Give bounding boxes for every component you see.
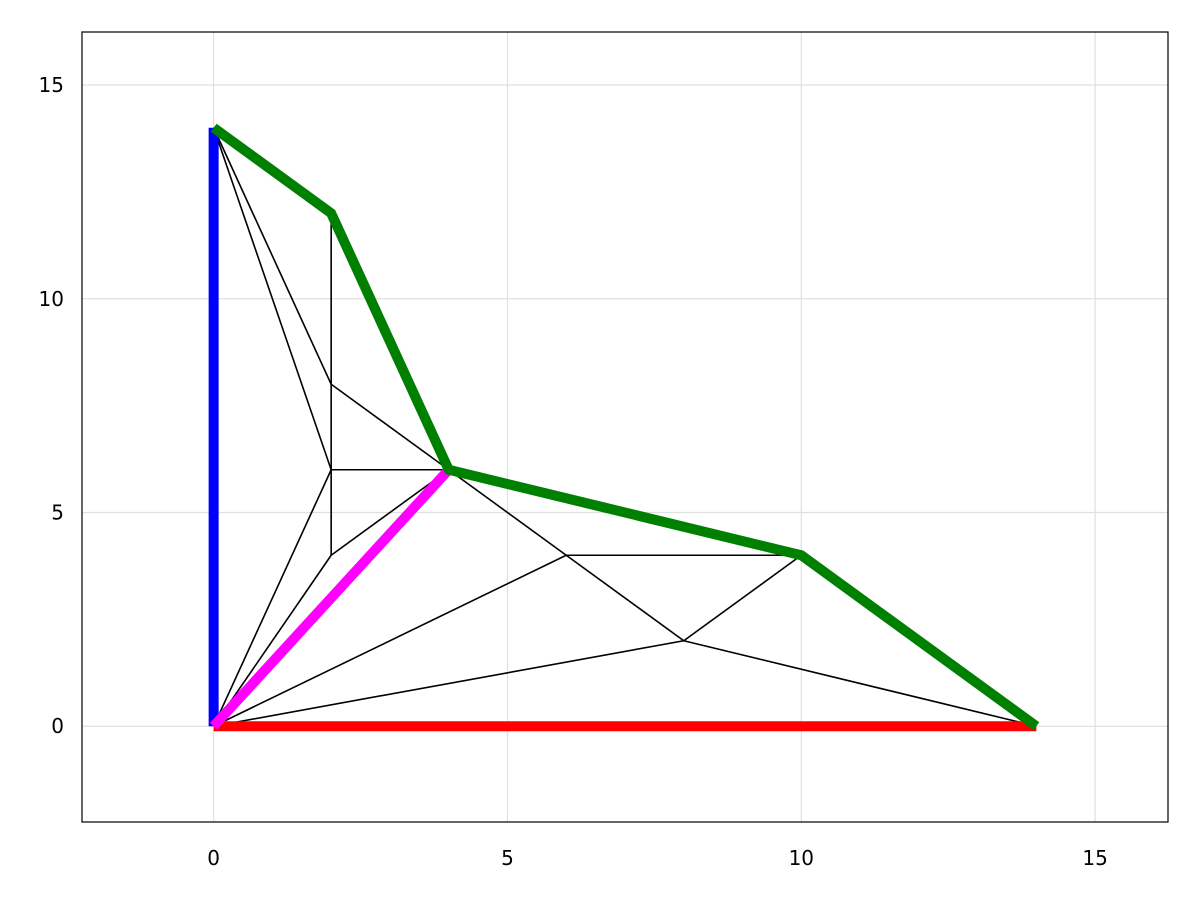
y-tick-label: 15	[39, 73, 64, 97]
series-line	[209, 466, 453, 730]
mesh-edge	[212, 127, 332, 385]
y-tick-label: 10	[39, 287, 64, 311]
mesh-edge	[213, 554, 567, 727]
y-tick-label: 5	[51, 500, 64, 524]
series	[208, 123, 1040, 732]
mesh	[212, 127, 1037, 728]
x-tick-label: 15	[1082, 846, 1107, 870]
mesh-edge	[330, 383, 450, 471]
mesh-edge	[213, 639, 684, 728]
x-tick-label: 5	[501, 846, 514, 870]
y-axis: 0 5 10 15	[39, 73, 64, 738]
mesh-edge	[448, 469, 567, 556]
mesh-edge	[212, 127, 332, 471]
plot-frame	[81, 31, 1169, 823]
mesh-edge	[683, 639, 1037, 728]
mesh-edge	[212, 469, 332, 727]
x-tick-label: 0	[207, 846, 220, 870]
x-tick-label: 10	[789, 846, 814, 870]
series-line	[210, 123, 1040, 731]
mesh-edge	[565, 554, 685, 642]
x-axis: 0 5 10 15	[207, 846, 1108, 870]
y-tick-label: 0	[51, 714, 64, 738]
mesh-edge	[683, 554, 802, 642]
